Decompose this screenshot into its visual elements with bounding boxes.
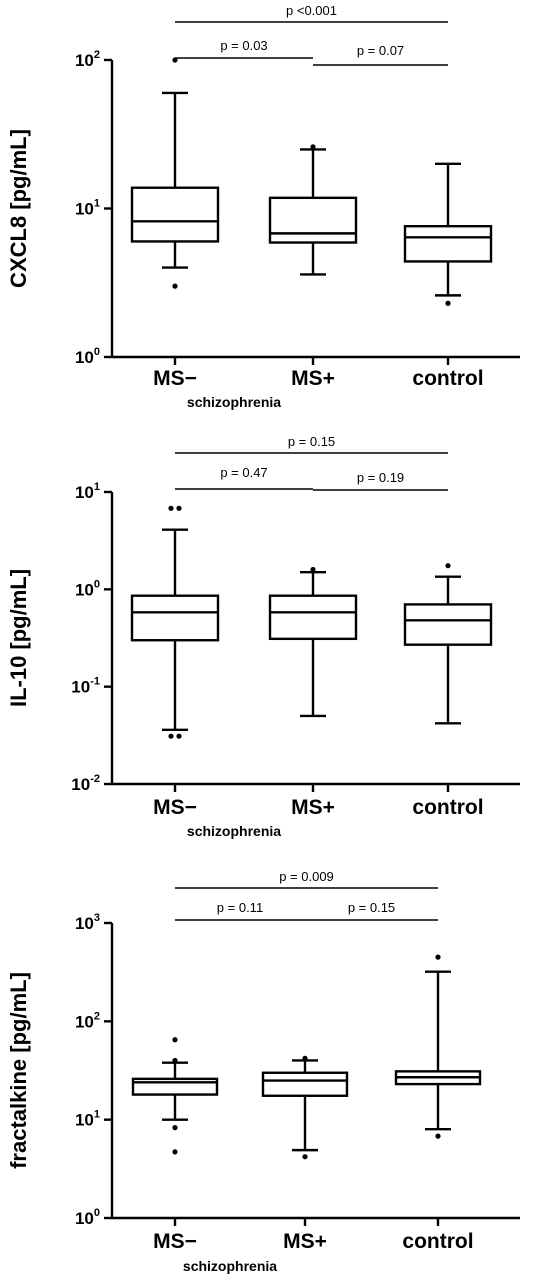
box-iqr	[403, 603, 493, 646]
p-value-label: p = 0.15	[288, 434, 335, 449]
box-iqr	[130, 594, 220, 642]
y-tick-label: 102	[75, 1010, 100, 1031]
y-axis-label: IL-10 [pg/mL]	[6, 569, 31, 707]
box-MS+	[261, 1055, 349, 1160]
outlier-point	[168, 505, 174, 511]
x-category-label: MS−	[153, 367, 197, 390]
box-iqr	[268, 196, 358, 244]
outlier-point	[435, 954, 441, 960]
panel-2: 10-2 10-1 100 101 IL-10 [pg/mL] MS− MS+ control…	[6, 434, 520, 839]
outlier-point	[172, 1037, 178, 1043]
outlier-point	[302, 1055, 308, 1061]
outlier-point	[310, 144, 316, 150]
group-label: schizophrenia	[187, 394, 281, 410]
y-tick-label: 101	[75, 1109, 100, 1130]
outlier-point	[172, 1057, 178, 1064]
box-MS−	[130, 57, 220, 289]
y-tick-label: 100	[75, 346, 100, 367]
outlier-point	[172, 1149, 178, 1155]
x-category-label: MS+	[291, 367, 335, 390]
y-tick-label: 100	[75, 578, 100, 599]
x-category-label: MS+	[283, 1230, 327, 1253]
outlier-point	[310, 566, 316, 573]
x-category-label: MS−	[153, 1230, 197, 1253]
y-tick-label: 101	[75, 481, 100, 502]
y-tick-label: 10-1	[71, 676, 100, 697]
p-value-label: p = 0.11	[217, 900, 263, 915]
box-control	[394, 954, 482, 1139]
box-control	[403, 162, 493, 306]
x-category-label: MS−	[153, 796, 197, 819]
y-axis-label: fractalkine [pg/mL]	[6, 972, 31, 1169]
y-tick-label: 101	[75, 198, 100, 219]
y-tick-label: 102	[75, 49, 100, 70]
p-value-label: p = 0.19	[357, 470, 404, 485]
box-MS−	[131, 1037, 219, 1155]
outlier-point	[445, 300, 451, 306]
x-category-label: control	[412, 796, 483, 819]
p-value-label: p = 0.07	[357, 43, 404, 58]
y-tick-label: 100	[75, 1207, 100, 1228]
p-value-label: p = 0.03	[220, 38, 267, 53]
outlier-point	[172, 1125, 178, 1131]
outlier-point	[302, 1154, 308, 1160]
panel-3: 100 101 102 103 fractalkine [pg/mL] MS− MS+ con…	[6, 869, 520, 1274]
x-category-label: MS+	[291, 796, 335, 819]
outlier-point	[168, 733, 174, 739]
outlier-point	[176, 505, 182, 511]
panel-1: 100 101 102 CXCL8 [pg/mL] MS− MS+ control schiz…	[6, 3, 520, 410]
outlier-point	[172, 283, 178, 289]
outlier-point	[445, 563, 451, 569]
group-label: schizophrenia	[183, 1258, 277, 1274]
outlier-point	[435, 1133, 441, 1139]
p-value-label: p = 0.47	[220, 465, 267, 480]
box-MS−	[130, 505, 220, 739]
y-tick-label: 103	[75, 912, 100, 933]
group-label: schizophrenia	[187, 823, 281, 839]
p-value-label: p = 0.009	[279, 869, 334, 884]
x-category-label: control	[412, 367, 483, 390]
box-control	[403, 563, 493, 725]
y-axis-label: CXCL8 [pg/mL]	[6, 129, 31, 288]
box-iqr	[403, 224, 493, 263]
box-MS+	[268, 566, 358, 718]
outlier-point	[176, 733, 182, 739]
box-iqr	[268, 594, 358, 641]
y-tick-label: 10-2	[71, 773, 100, 794]
box-MS+	[268, 144, 358, 276]
p-value-label: p <0.001	[286, 3, 337, 18]
p-value-label: p = 0.15	[348, 900, 395, 915]
box-iqr	[130, 186, 220, 243]
box-iqr	[261, 1071, 349, 1097]
x-category-label: control	[402, 1230, 473, 1253]
